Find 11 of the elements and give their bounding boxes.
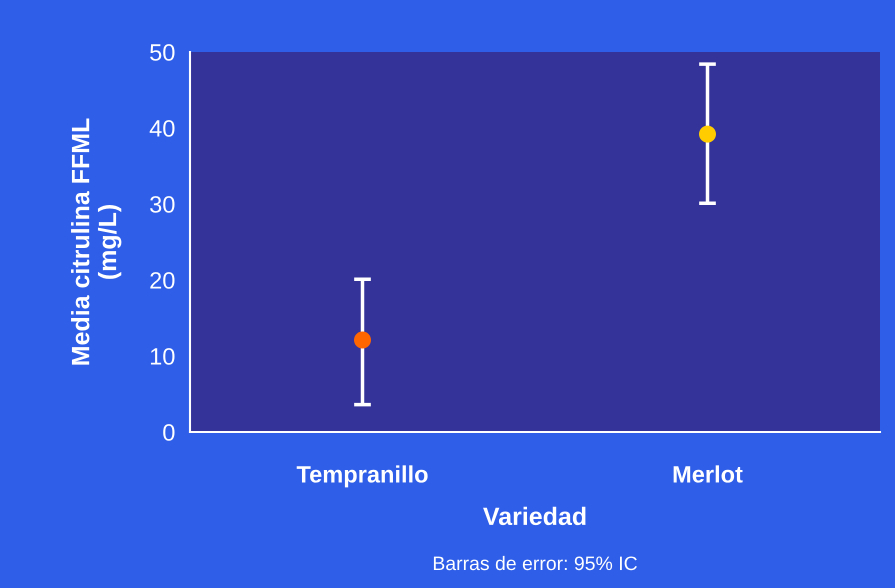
y-tick-label: 50 (150, 44, 174, 61)
y-tick-label: 0 (163, 424, 174, 441)
x-tick-label: Tempranillo (296, 465, 428, 488)
x-axis-title: Variedad (483, 506, 586, 526)
y-axis-title: Media citrulina FFML (mg/L) (71, 118, 122, 365)
text: Barras de error: 95% IC (434, 556, 637, 570)
y-tick-label: 30 (150, 196, 174, 213)
y-tick-label: 40 (150, 120, 174, 137)
y-tick-label: 20 (150, 272, 174, 289)
x-tick-label: Merlot (674, 465, 743, 483)
y-tick-label: 10 (150, 348, 174, 365)
